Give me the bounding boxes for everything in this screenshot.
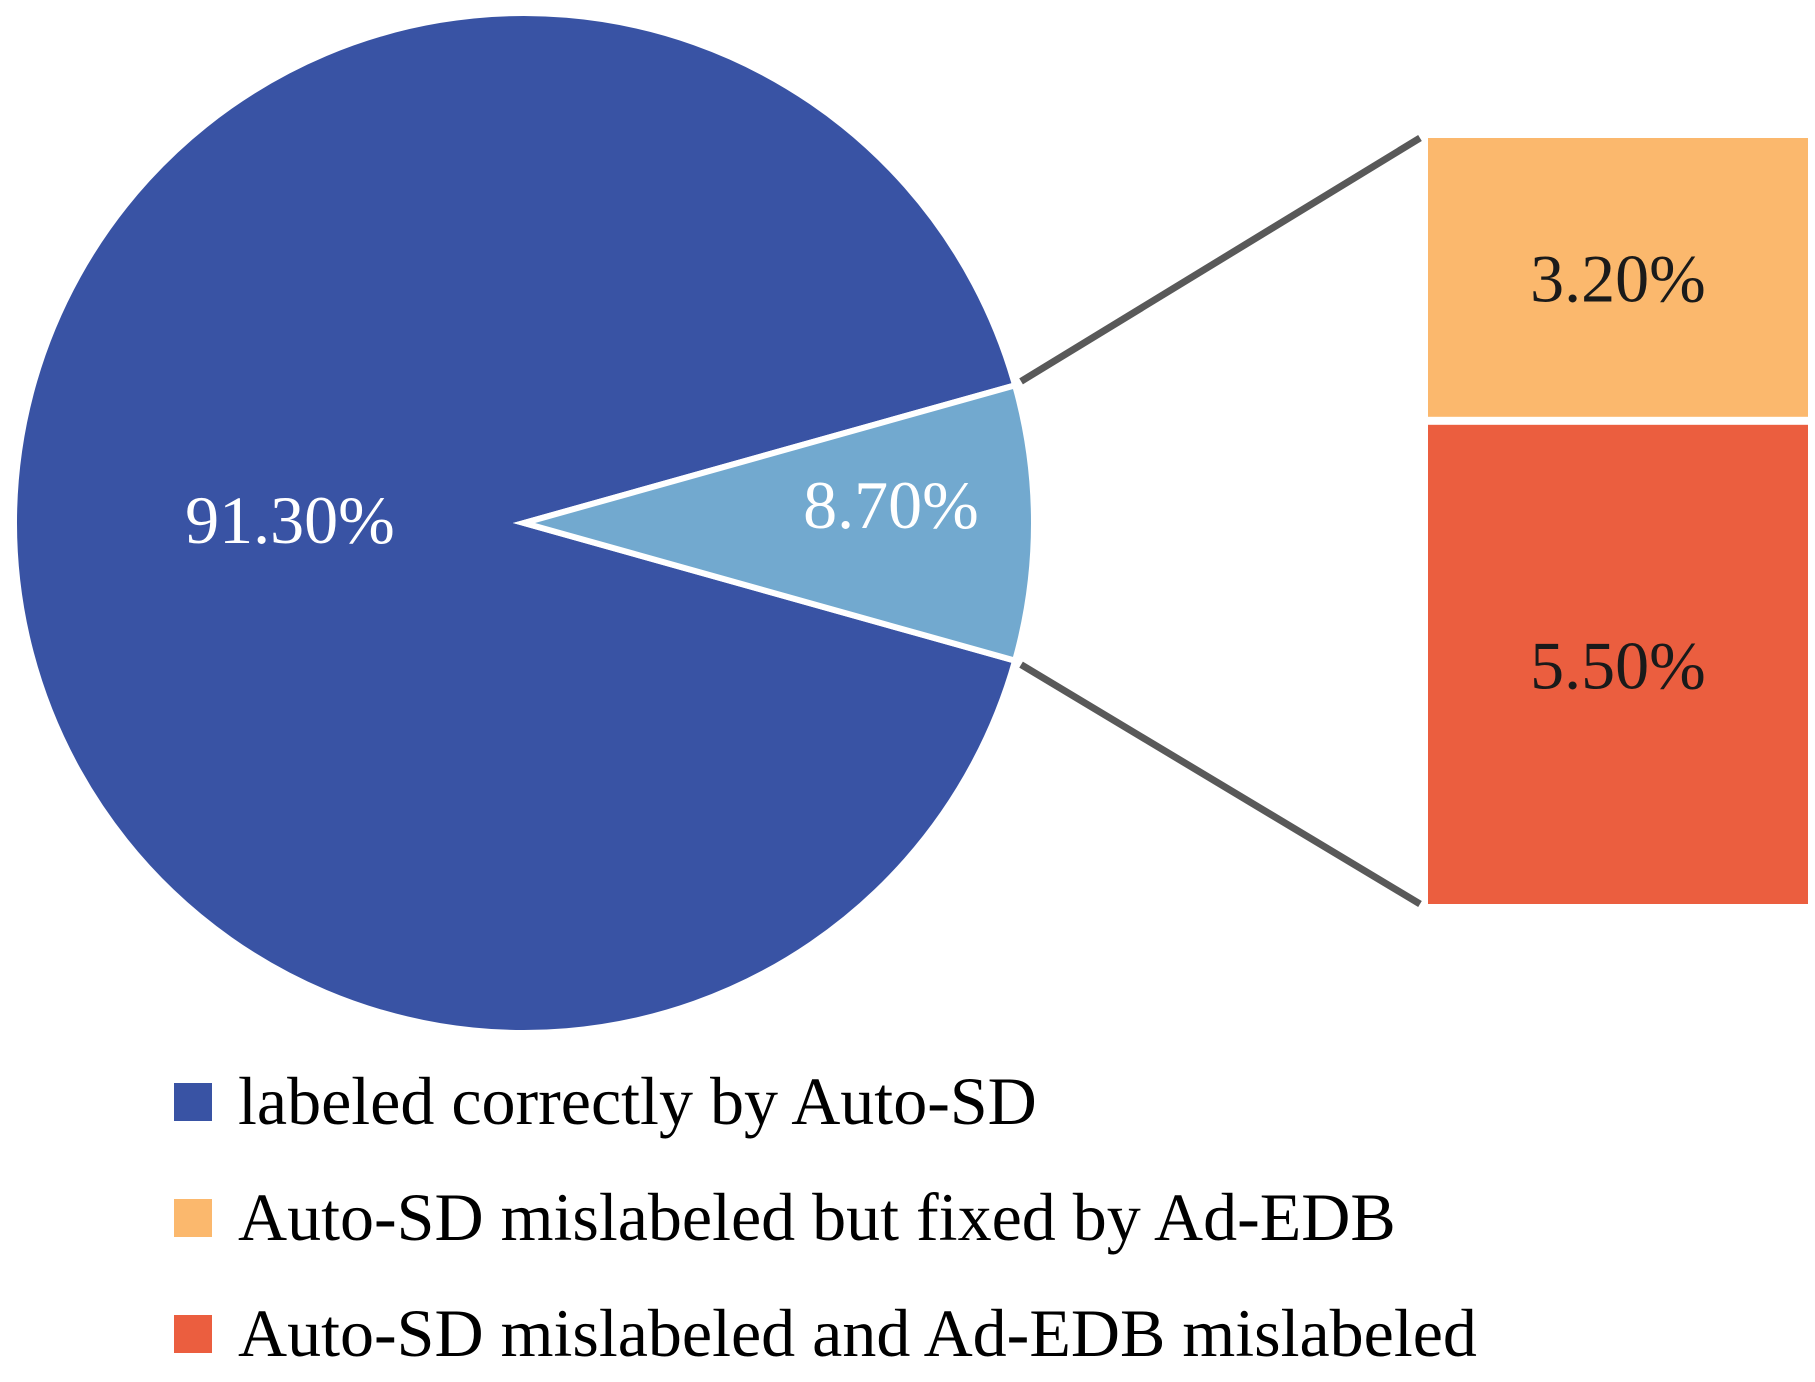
pie-label-labeled-correctly: 91.30% bbox=[185, 482, 395, 558]
connector-line-top bbox=[1019, 135, 1422, 385]
legend-swatch bbox=[174, 1083, 212, 1121]
connector-lines bbox=[1019, 135, 1422, 908]
bar-segment-ad-edb-mislabeled bbox=[1428, 424, 1808, 904]
pie: 91.30% 8.70% bbox=[11, 10, 1037, 1036]
breakdown-bar: 3.20% 5.50% bbox=[1428, 138, 1808, 904]
connector-line-bottom bbox=[1019, 661, 1422, 908]
legend-label: labeled correctly by Auto-SD bbox=[238, 1063, 1037, 1139]
pie-label-mislabeled: 8.70% bbox=[803, 467, 979, 543]
bar-segment-fixed-by-ad-edb bbox=[1428, 138, 1808, 417]
bar-label-fixed-by-ad-edb: 3.20% bbox=[1530, 240, 1706, 316]
pie-slice-mislabeled bbox=[512, 381, 1037, 665]
legend-swatch bbox=[174, 1315, 212, 1353]
bar-label-ad-edb-mislabeled: 5.50% bbox=[1530, 627, 1706, 703]
legend-label: Auto-SD mislabeled but fixed by Ad-EDB bbox=[238, 1179, 1396, 1255]
legend-label: Auto-SD mislabeled and Ad-EDB mislabeled bbox=[238, 1295, 1477, 1371]
legend: labeled correctly by Auto-SD Auto-SD misl… bbox=[174, 1063, 1477, 1371]
legend-swatch bbox=[174, 1199, 212, 1237]
